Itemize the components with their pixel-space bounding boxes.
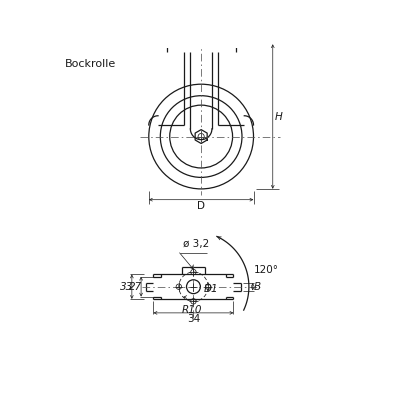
Text: 33: 33 xyxy=(120,282,133,292)
Text: Bockrolle: Bockrolle xyxy=(65,59,116,69)
Text: R10: R10 xyxy=(182,305,202,315)
Text: B: B xyxy=(254,282,261,292)
Text: ø 3,2: ø 3,2 xyxy=(184,239,210,249)
Text: 34: 34 xyxy=(187,314,200,324)
Text: D: D xyxy=(197,201,205,211)
Text: D1: D1 xyxy=(204,284,218,294)
Text: 27: 27 xyxy=(129,282,142,292)
Text: 120°: 120° xyxy=(254,265,278,275)
Text: H: H xyxy=(275,112,283,122)
